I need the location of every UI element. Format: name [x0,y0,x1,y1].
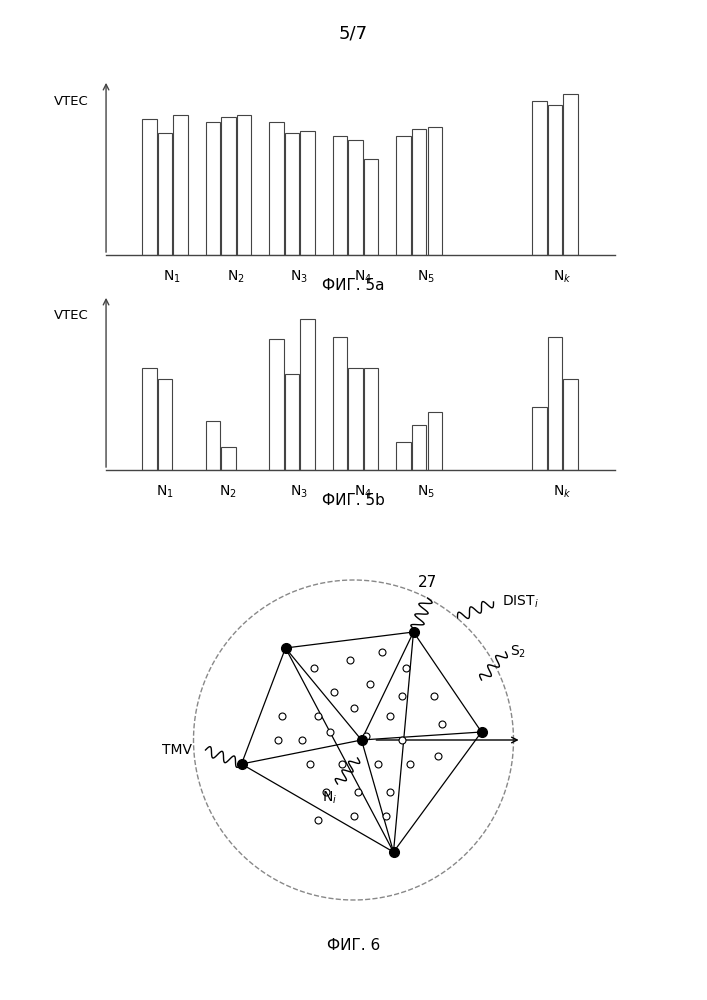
Bar [349,140,363,255]
Bar [364,159,378,255]
Bar [428,127,442,255]
Text: 27: 27 [418,575,437,590]
Text: ФИГ. 6: ФИГ. 6 [327,938,380,953]
Bar [397,442,411,470]
Bar [237,115,252,255]
Text: N$_{2}$: N$_{2}$ [227,269,245,285]
Text: VTEC: VTEC [54,309,88,322]
Bar [173,115,188,255]
Bar [300,131,315,255]
Bar [300,319,315,470]
Bar [333,337,347,470]
Text: N$_{4}$: N$_{4}$ [354,269,372,285]
Bar [548,337,562,470]
Text: DIST$_i$: DIST$_i$ [501,594,538,610]
Bar [532,407,547,470]
Text: N$_{2}$: N$_{2}$ [219,484,237,500]
Bar [206,421,220,470]
Text: N$_{5}$: N$_{5}$ [417,269,436,285]
Bar [412,424,426,470]
Text: N$_{k}$: N$_{k}$ [553,269,571,285]
Bar [548,105,562,255]
Text: N$_{1}$: N$_{1}$ [163,269,181,285]
Text: N$_{3}$: N$_{3}$ [291,484,308,500]
Text: N$_{5}$: N$_{5}$ [417,484,436,500]
Text: N$_{3}$: N$_{3}$ [291,269,308,285]
Bar [412,129,426,255]
Text: N$_{1}$: N$_{1}$ [156,484,173,500]
Bar [285,133,299,255]
Bar [158,379,173,470]
Bar [285,374,299,470]
Bar [269,339,284,470]
Bar [206,122,220,255]
Bar [364,368,378,470]
Bar [221,447,235,470]
Bar [563,94,578,255]
Text: ФИГ. 5b: ФИГ. 5b [322,493,385,508]
Text: N$_{4}$: N$_{4}$ [354,484,372,500]
Bar [142,119,157,255]
Bar [333,136,347,255]
Text: 5/7: 5/7 [339,25,368,43]
Text: ФИГ. 5a: ФИГ. 5a [322,278,385,293]
Text: N$_{k}$: N$_{k}$ [553,484,571,500]
Bar [563,379,578,470]
Bar [269,122,284,255]
Bar [349,368,363,470]
Bar [221,117,235,255]
Bar [532,101,547,255]
Text: VTEC: VTEC [54,95,88,108]
Text: N$_i$: N$_i$ [322,790,337,806]
Text: S$_2$: S$_2$ [510,644,526,660]
Bar [158,133,173,255]
Bar [428,412,442,470]
Bar [397,136,411,255]
Text: TMV: TMV [161,743,192,757]
Bar [142,368,157,470]
